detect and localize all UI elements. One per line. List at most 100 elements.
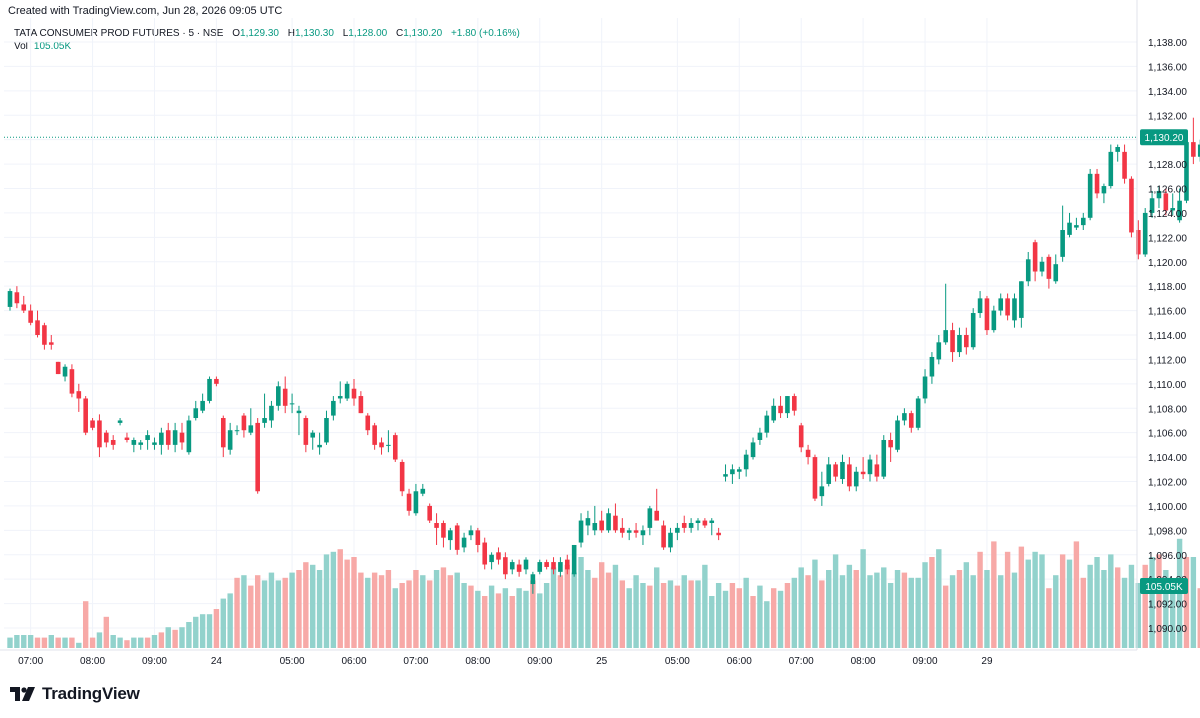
volume-bar [213,609,220,648]
candle-body [1012,298,1017,321]
volume-bar [605,572,612,648]
price-tick-label: 1,132.00 [1148,111,1187,122]
candle-body [358,396,364,414]
candle-body [592,523,598,531]
volume-bar [1156,554,1162,648]
time-tick-label: 08:00 [465,656,490,667]
volume-bar [248,585,254,648]
candle-body [289,403,295,405]
volume-bar [488,585,495,648]
volume-bar [798,567,804,648]
candle-body [1039,261,1045,272]
candle-body [991,310,997,331]
candle-body [172,430,178,445]
volume-bar [172,629,178,648]
candle-body [441,523,446,538]
candle-body [551,562,556,570]
candle-body [379,442,384,448]
volume-bar [358,572,364,648]
volume-bar [1004,551,1011,648]
price-tick-label: 1,116.00 [1148,307,1187,318]
volume-bar [158,632,165,648]
volume-bar [984,570,990,648]
price-tick-label: 1,126.00 [1148,185,1187,196]
volume-bar [399,583,405,648]
volume-bar [275,580,282,648]
last-price-badge [1140,129,1188,146]
volume-bar [138,637,144,648]
candle-body [331,400,336,416]
candle-body [620,527,625,533]
candle-body [688,523,694,528]
candle-body [771,405,776,421]
candle-body [310,432,316,438]
symbol-name[interactable]: TATA CONSUMER PROD FUTURES · 5 · NSE [14,28,224,39]
close-value: 1,130.20 [403,28,443,39]
volume-bar [949,575,956,648]
volume-bar [640,583,646,648]
candle-body [1005,298,1010,316]
candle-body [214,378,219,384]
time-tick-label: 08:00 [80,656,105,667]
tradingview-logo[interactable]: TradingView [10,684,140,704]
volume-bar [702,564,708,648]
candle-body [599,520,604,531]
volume-bar [826,570,832,648]
candle-body [908,413,914,428]
volume-bar [1087,564,1093,648]
volume-bar [69,637,75,648]
price-tick-label: 1,092.00 [1148,600,1187,611]
volume-bar [516,588,522,648]
last-volume-badge [1140,578,1188,594]
volume-bar [413,570,419,648]
volume-bar [626,588,632,648]
volume-bar [887,583,894,648]
candle-body [83,398,88,433]
volume-bar [784,583,791,648]
volume-bar [1039,554,1045,648]
volume-bar [956,570,963,648]
volume-bar [371,572,378,648]
volume-bar [867,575,873,648]
candle-body [1108,151,1114,187]
candle-body [1129,178,1134,233]
candle-body [1067,222,1072,235]
volume-bar [433,570,440,648]
volume-bar [1101,570,1107,648]
candle-body [1163,193,1169,211]
candle-body [1060,230,1065,257]
candle-body [964,335,969,348]
candle-body [35,320,40,335]
volume-bar [76,642,82,648]
volume-value: 105.05K [33,41,72,52]
volume-bar [1163,570,1169,648]
candle-body [895,420,900,450]
candle-body [730,469,735,475]
volume-bar [385,570,392,648]
price-tick-label: 1,090.00 [1148,624,1187,635]
candle-body [792,396,797,411]
volume-bar [55,637,61,648]
volume-bar [502,588,509,648]
volume-bar [550,567,557,648]
volume-bar [310,564,316,648]
open-value: 1,129.30 [240,28,279,39]
candle-body [681,523,687,528]
candle-body [117,420,123,423]
candle-body [668,532,673,548]
volume-bar [839,575,846,648]
volume-bar [894,570,901,648]
price-tick-label: 1,108.00 [1148,404,1187,415]
volume-label[interactable]: Vol [14,41,28,52]
volume-bar [41,637,48,648]
volume-bar [654,567,660,648]
volume-bar [612,564,619,648]
price-tick-label: 1,100.00 [1148,502,1187,513]
volume-bar [598,562,605,648]
candle-body [427,505,432,521]
candle-body [819,486,825,497]
candle-body [454,525,460,550]
volume-bar [103,616,110,648]
candle-body [785,396,790,414]
